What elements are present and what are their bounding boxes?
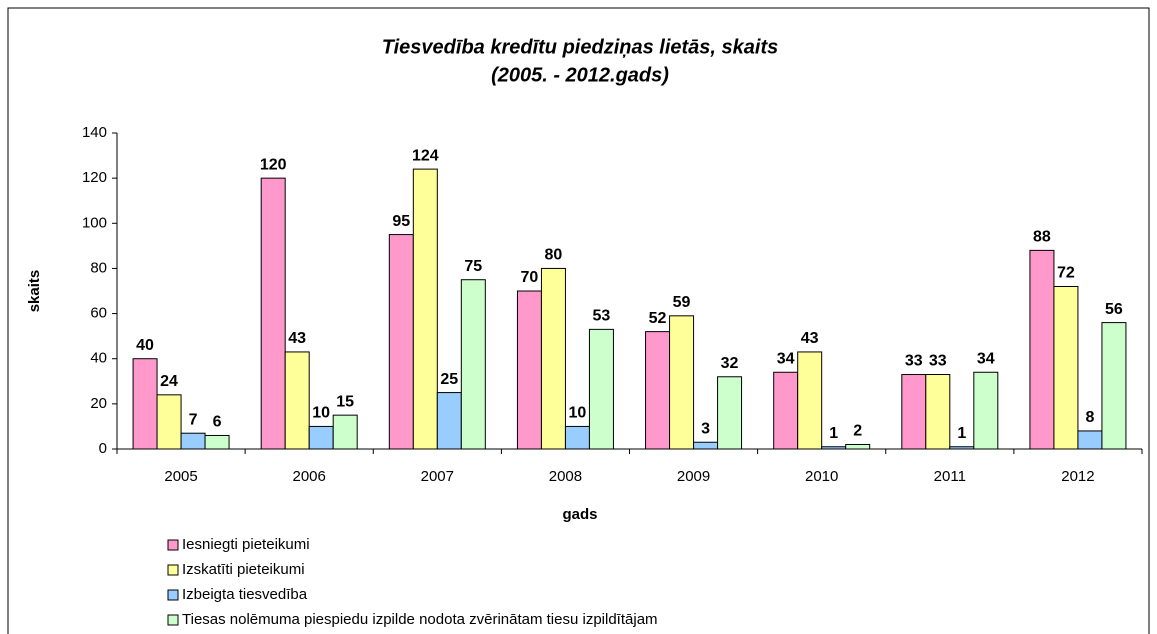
bar bbox=[797, 351, 823, 450]
y-tick-label: 120 bbox=[82, 169, 107, 186]
legend-swatch bbox=[167, 614, 179, 626]
value-label: 53 bbox=[593, 308, 611, 325]
value-label: 59 bbox=[673, 294, 691, 311]
chart-subtitle: (2005. - 2012.gads) bbox=[491, 64, 669, 86]
value-label: 34 bbox=[977, 350, 995, 367]
value-label: 120 bbox=[260, 156, 287, 173]
bar bbox=[669, 315, 695, 450]
bar bbox=[645, 331, 671, 450]
y-tick-label: 0 bbox=[99, 440, 107, 457]
bar bbox=[1077, 430, 1103, 450]
value-label: 32 bbox=[721, 355, 739, 372]
bar bbox=[516, 290, 542, 450]
value-label: 1 bbox=[957, 425, 966, 442]
bar bbox=[693, 441, 719, 450]
y-tick-label: 80 bbox=[90, 259, 107, 276]
x-tick-label: 2010 bbox=[805, 468, 838, 485]
bar bbox=[901, 374, 927, 450]
value-label: 80 bbox=[545, 247, 563, 264]
value-label: 33 bbox=[929, 353, 947, 370]
y-tick-label: 140 bbox=[82, 124, 107, 141]
x-tick-label: 2007 bbox=[421, 468, 454, 485]
bar bbox=[845, 443, 871, 450]
value-label: 56 bbox=[1105, 301, 1123, 318]
bar bbox=[773, 371, 799, 450]
value-label: 40 bbox=[136, 337, 154, 354]
value-label: 10 bbox=[569, 405, 587, 422]
x-tick-label: 2012 bbox=[1061, 468, 1094, 485]
bar bbox=[260, 177, 286, 450]
legend-swatch bbox=[167, 564, 179, 576]
legend-label: Iesniegti pieteikumi bbox=[182, 536, 310, 553]
y-tick-label: 20 bbox=[90, 395, 107, 412]
value-label: 15 bbox=[336, 393, 354, 410]
bar bbox=[460, 279, 486, 450]
value-label: 6 bbox=[213, 414, 222, 431]
bar bbox=[564, 425, 590, 450]
bar bbox=[156, 394, 182, 450]
legend-swatch bbox=[167, 589, 179, 601]
bar bbox=[436, 392, 462, 450]
value-label: 2 bbox=[853, 423, 862, 440]
legend-label: Tiesas nolēmuma piespiedu izpilde nodota… bbox=[182, 611, 658, 628]
x-tick-label: 2006 bbox=[293, 468, 326, 485]
bar bbox=[308, 425, 334, 450]
y-tick-label: 100 bbox=[82, 214, 107, 231]
value-label: 8 bbox=[1085, 409, 1094, 426]
value-label: 25 bbox=[440, 371, 458, 388]
bar bbox=[949, 446, 975, 450]
x-tick-label: 2005 bbox=[164, 468, 197, 485]
value-label: 88 bbox=[1033, 229, 1051, 246]
bar bbox=[821, 446, 847, 450]
bar bbox=[132, 358, 158, 450]
value-label: 7 bbox=[189, 411, 198, 428]
value-label: 70 bbox=[521, 269, 539, 286]
x-axis-label: gads bbox=[562, 506, 597, 523]
chart-frame bbox=[7, 7, 1150, 634]
value-label: 95 bbox=[392, 213, 410, 230]
value-label: 43 bbox=[288, 330, 306, 347]
value-label: 24 bbox=[160, 373, 178, 390]
value-label: 43 bbox=[801, 330, 819, 347]
value-label: 124 bbox=[412, 147, 439, 164]
bar bbox=[204, 434, 230, 450]
bar bbox=[1029, 249, 1055, 450]
value-label: 1 bbox=[829, 425, 838, 442]
legend-label: Izbeigta tiesvedība bbox=[182, 586, 308, 603]
bar bbox=[332, 414, 358, 450]
bar bbox=[388, 234, 414, 450]
bar bbox=[180, 432, 206, 450]
x-tick-label: 2008 bbox=[549, 468, 582, 485]
value-label: 52 bbox=[649, 310, 667, 327]
value-label: 34 bbox=[777, 350, 795, 367]
bar bbox=[925, 374, 951, 450]
x-tick-label: 2009 bbox=[677, 468, 710, 485]
chart-title: Tiesvedība kredītu piedziņas lietās, ska… bbox=[382, 36, 778, 58]
bar bbox=[973, 371, 999, 450]
y-tick-label: 60 bbox=[90, 305, 107, 322]
x-tick-label: 2011 bbox=[934, 468, 966, 485]
y-axis-label: skaits bbox=[26, 270, 43, 313]
value-label: 72 bbox=[1057, 265, 1075, 282]
value-label: 33 bbox=[905, 353, 923, 370]
y-tick-label: 40 bbox=[90, 350, 107, 367]
bar bbox=[412, 168, 438, 450]
bar bbox=[540, 267, 566, 450]
legend-swatch bbox=[167, 539, 179, 551]
bar bbox=[1053, 285, 1079, 450]
bar bbox=[588, 328, 614, 450]
legend-label: Izskatīti pieteikumi bbox=[182, 561, 305, 578]
value-label: 10 bbox=[312, 405, 330, 422]
value-label: 3 bbox=[701, 420, 710, 437]
bar bbox=[717, 376, 743, 450]
bar bbox=[284, 351, 310, 450]
value-label: 75 bbox=[464, 258, 482, 275]
bar bbox=[1101, 322, 1127, 450]
